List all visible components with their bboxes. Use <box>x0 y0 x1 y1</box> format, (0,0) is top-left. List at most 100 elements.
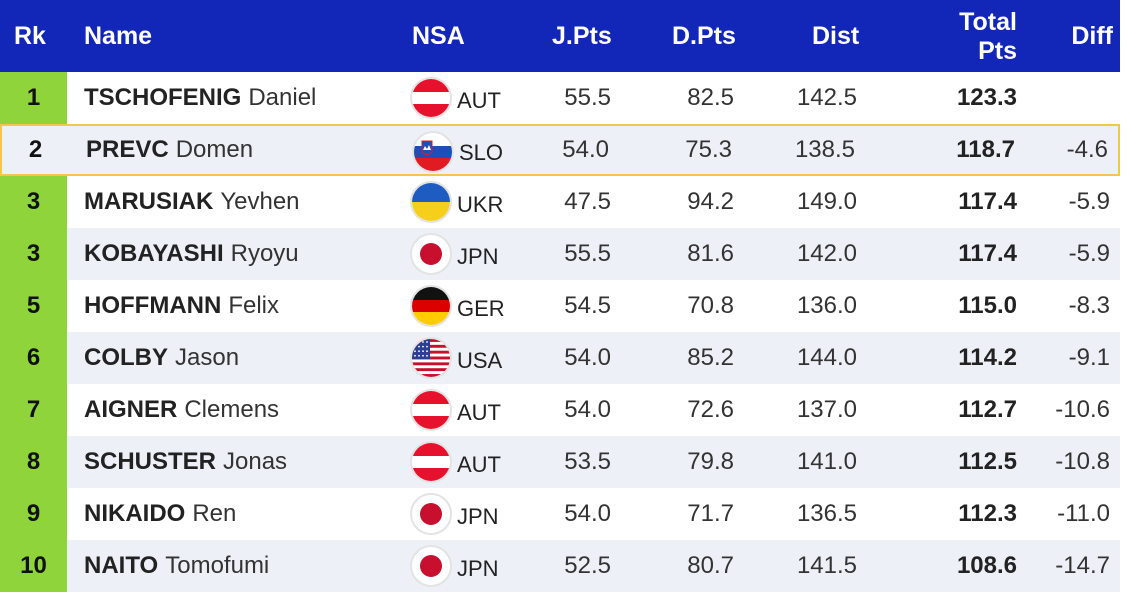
total-points-value: 115.0 <box>958 292 1017 319</box>
athlete-name[interactable]: KOBAYASHI Ryoyu <box>84 228 299 280</box>
jpts-value: 53.5 <box>564 448 611 475</box>
athlete-first-name: Jason <box>175 344 240 371</box>
total-points-value: 108.6 <box>956 552 1017 579</box>
table-row[interactable]: 3 KOBAYASHI Ryoyu JPN 55.5 81.6 142.0 117.4 -5.9 <box>0 228 1120 280</box>
nsa-code: USA <box>457 348 503 373</box>
table-row[interactable]: 9 NIKAIDO Ren JPN 54.0 71.7 136.5 112.3 -11.0 <box>0 488 1120 540</box>
table-row[interactable]: 8 SCHUSTER Jonas AUT 53.5 79.8 141.0 112.5 -10.8 <box>0 436 1120 488</box>
jpts-value: 47.5 <box>564 188 611 215</box>
dpts-value: 70.8 <box>687 292 734 319</box>
dpts-value: 72.6 <box>687 396 734 423</box>
total-points-value: 112.7 <box>958 396 1017 423</box>
header-total-pts[interactable]: Total Pts <box>959 8 1017 66</box>
athlete-last-name: NAITO <box>84 552 159 579</box>
header-nsa[interactable]: NSA <box>412 22 465 50</box>
header-dpts[interactable]: D.Pts <box>672 22 736 50</box>
athlete-last-name: KOBAYASHI <box>84 240 224 267</box>
athlete-name[interactable]: AIGNER Clemens <box>84 384 279 436</box>
header-diff[interactable]: Diff <box>1071 22 1113 50</box>
nsa-code: SLO <box>459 140 504 165</box>
nsa-code: AUT <box>457 452 501 477</box>
athlete-name[interactable]: SCHUSTER Jonas <box>84 436 287 488</box>
slovenia-flag-icon <box>412 131 454 173</box>
dpts-value: 94.2 <box>687 188 734 215</box>
austria-flag-icon <box>410 389 452 431</box>
distance-value: 137.0 <box>796 396 857 423</box>
jpts-value: 52.5 <box>564 552 611 579</box>
nsa-code: GER <box>457 296 505 321</box>
table-row[interactable]: 3 MARUSIAK Yevhen UKR 47.5 94.2 149.0 117.4 -5.9 <box>0 176 1120 228</box>
dpts-value: 75.3 <box>685 136 732 163</box>
jpts-value: 54.0 <box>564 344 611 371</box>
athlete-first-name: Felix <box>228 292 279 319</box>
total-points-value: 117.4 <box>958 188 1017 215</box>
athlete-last-name: COLBY <box>84 344 168 371</box>
jpts-value: 55.5 <box>564 240 611 267</box>
jpts-value: 54.0 <box>564 500 611 527</box>
dpts-value: 82.5 <box>687 84 734 111</box>
athlete-first-name: Tomofumi <box>165 552 270 579</box>
athlete-last-name: NIKAIDO <box>84 500 186 527</box>
austria-flag-icon <box>410 441 452 483</box>
athlete-last-name: AIGNER <box>84 396 178 423</box>
athlete-first-name: Daniel <box>248 84 317 111</box>
distance-value: 136.5 <box>796 500 857 527</box>
nsa-code: JPN <box>457 556 499 581</box>
ukraine-flag-icon <box>410 181 452 223</box>
header-dist[interactable]: Dist <box>812 22 860 50</box>
athlete-first-name: Clemens <box>184 396 280 423</box>
total-points-value: 117.4 <box>958 240 1017 267</box>
table-row[interactable]: 2 PREVC Domen SLO 54.0 75.3 138.5 118.7 -4.6 <box>0 124 1120 176</box>
nsa-code: JPN <box>457 504 499 529</box>
athlete-name[interactable]: NAITO Tomofumi <box>84 540 269 592</box>
rank-cell: 1 <box>0 72 67 124</box>
rank-cell: 6 <box>0 332 67 384</box>
nsa-code: JPN <box>457 244 499 269</box>
distance-value: 142.5 <box>796 84 857 111</box>
table-row[interactable]: 5 HOFFMANN Felix GER 54.5 70.8 136.0 115.0 -8.3 <box>0 280 1120 332</box>
japan-flag-icon <box>410 545 452 587</box>
dpts-value: 85.2 <box>687 344 734 371</box>
distance-value: 141.0 <box>796 448 857 475</box>
athlete-first-name: Ryoyu <box>230 240 299 267</box>
athlete-name[interactable]: COLBY Jason <box>84 332 239 384</box>
total-points-value: 112.3 <box>958 500 1017 527</box>
athlete-name[interactable]: TSCHOFENIG Daniel <box>84 72 316 124</box>
rank-cell: 5 <box>0 280 67 332</box>
header-name[interactable]: Name <box>84 22 153 50</box>
distance-value: 136.0 <box>796 292 857 319</box>
nsa-code: AUT <box>457 400 501 425</box>
rank-cell: 3 <box>0 228 67 280</box>
athlete-first-name: Ren <box>192 500 237 527</box>
dpts-value: 81.6 <box>687 240 734 267</box>
table-row[interactable]: 6 COLBY Jason USA 54.0 85.2 144.0 114.2 -9.1 <box>0 332 1120 384</box>
table-row[interactable]: 10 NAITO Tomofumi JPN 52.5 80.7 141.5 108.6 -14.… <box>0 540 1120 592</box>
germany-flag-icon <box>410 285 452 327</box>
table-row[interactable]: 7 AIGNER Clemens AUT 54.0 72.6 137.0 112.7 -10.6 <box>0 384 1120 436</box>
total-points-value: 114.2 <box>958 344 1017 371</box>
athlete-name[interactable]: MARUSIAK Yevhen <box>84 176 300 228</box>
austria-flag-icon <box>410 77 452 119</box>
distance-value: 141.5 <box>796 552 857 579</box>
usa-flag-icon <box>410 337 452 379</box>
athlete-name[interactable]: PREVC Domen <box>86 126 253 174</box>
athlete-first-name: Yevhen <box>220 188 300 215</box>
header-jpts[interactable]: J.Pts <box>552 22 612 50</box>
jpts-value: 55.5 <box>564 84 611 111</box>
total-points-value: 123.3 <box>956 84 1017 111</box>
japan-flag-icon <box>410 233 452 275</box>
table-row[interactable]: 1 TSCHOFENIG Daniel AUT 55.5 82.5 142.5 123.3 <box>0 72 1120 124</box>
rank-cell: 7 <box>0 384 67 436</box>
distance-value: 149.0 <box>796 188 857 215</box>
athlete-last-name: SCHUSTER <box>84 448 217 475</box>
rank-cell: 2 <box>2 126 69 174</box>
nsa-code: UKR <box>457 192 504 217</box>
total-points-value: 112.5 <box>958 448 1017 475</box>
athlete-name[interactable]: HOFFMANN Felix <box>84 280 279 332</box>
dpts-value: 71.7 <box>687 500 734 527</box>
header-total-line2: Pts <box>978 37 1017 65</box>
header-rank[interactable]: Rk <box>14 22 46 50</box>
jpts-value: 54.5 <box>564 292 611 319</box>
athlete-name[interactable]: NIKAIDO Ren <box>84 488 236 540</box>
